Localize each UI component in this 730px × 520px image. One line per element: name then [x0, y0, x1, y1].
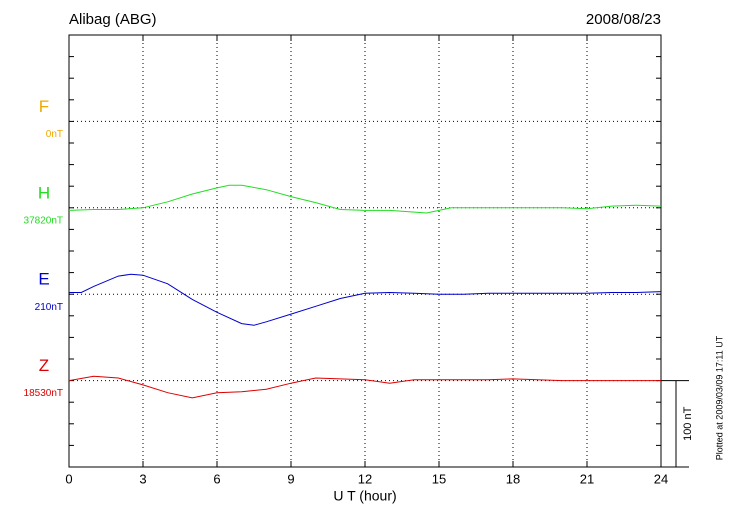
chart-title: Alibag (ABG)	[69, 11, 157, 28]
chart-date: 2008/08/23	[586, 11, 661, 28]
channel-baseline: 37820nT	[24, 215, 63, 226]
x-tick-label: 0	[65, 471, 72, 486]
x-axis-label: U T (hour)	[333, 488, 396, 504]
x-tick-label: 24	[654, 471, 668, 486]
channel-name: F	[39, 97, 49, 116]
channel-baseline: 0nT	[46, 129, 63, 140]
channel-name: H	[38, 183, 50, 202]
footnote: Plotted at 2009/03/09 17:11 UT	[714, 335, 724, 460]
series-line	[68, 184, 662, 214]
series-line	[68, 375, 661, 399]
channel-name: Z	[39, 356, 49, 375]
x-tick-label: 12	[358, 471, 372, 486]
x-tick-label: 15	[432, 471, 446, 486]
channel-name: E	[38, 270, 49, 289]
x-tick-label: 6	[213, 471, 220, 486]
x-tick-label: 9	[287, 471, 294, 486]
x-tick-label: 3	[139, 471, 146, 486]
series-line	[69, 273, 662, 326]
channel-baseline: 18530nT	[24, 388, 63, 399]
x-tick-label: 18	[506, 471, 520, 486]
x-tick-label: 21	[580, 471, 594, 486]
channel-baseline: 210nT	[35, 302, 63, 313]
scale-bar-label: 100 nT	[682, 406, 694, 441]
